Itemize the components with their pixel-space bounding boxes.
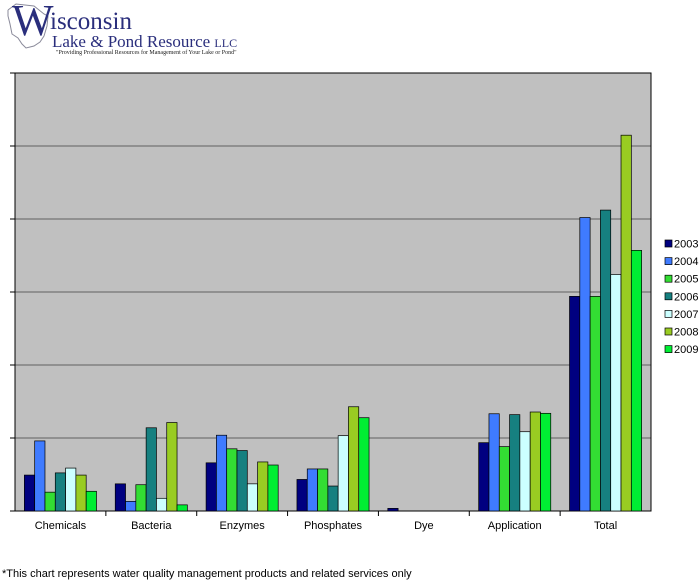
logo-name-line2: Lake & Pond Resource LLC <box>52 33 237 50</box>
bar-2007-total <box>610 274 622 512</box>
bar-2009-enzymes <box>267 464 279 512</box>
bar-2006-chemicals <box>54 472 66 512</box>
legend-swatch-2007 <box>664 310 673 318</box>
bar-2006-application <box>509 414 521 512</box>
bar-2003-total <box>569 296 581 512</box>
legend-swatch-2003 <box>664 239 673 248</box>
bar-2004-phosphates <box>306 468 318 512</box>
bar-2007-bacteria <box>156 497 168 512</box>
logo-name-text: Lake & Pond Resource <box>52 32 211 51</box>
bar-2003-application <box>478 442 490 512</box>
bar-2006-bacteria <box>145 427 157 512</box>
logo-name-line1: isconsin <box>50 8 132 35</box>
bar-2003-dye <box>387 508 399 512</box>
bar-2005-phosphates <box>317 468 329 512</box>
bar-2007-chemicals <box>65 467 77 512</box>
legend-label-2004: 2004 <box>674 256 698 268</box>
bar-2003-phosphates <box>296 479 308 512</box>
x-tick-label: Application <box>488 520 542 532</box>
bar-2008-application <box>529 411 541 512</box>
bar-2003-enzymes <box>205 462 217 512</box>
bar-2009-chemicals <box>85 490 97 512</box>
x-tick-label: Enzymes <box>220 520 266 532</box>
x-tick-label: Phosphates <box>304 520 363 532</box>
bar-2004-chemicals <box>34 440 46 512</box>
bar-2007-enzymes <box>246 483 258 512</box>
bar-2009-phosphates <box>358 417 370 512</box>
bar-2008-enzymes <box>257 461 269 512</box>
bar-2007-application <box>519 431 531 512</box>
bar-2009-bacteria <box>176 504 188 512</box>
logo-tagline: "Providing Professional Resources for Ma… <box>56 50 237 56</box>
x-tick-label: Dye <box>414 520 434 532</box>
bar-chart: Chemicals Bacteria Enzymes Phosphates Dye App… <box>10 72 698 532</box>
footnote: *This chart represents water quality man… <box>2 568 412 580</box>
bar-2008-total <box>620 134 632 512</box>
legend-swatch-2009 <box>664 345 673 353</box>
legend-swatch-2008 <box>664 327 673 336</box>
x-tick-label: Total <box>594 520 617 532</box>
bar-2003-chemicals <box>24 474 36 512</box>
x-tick-label: Bacteria <box>131 520 172 532</box>
bar-2003-bacteria <box>114 483 126 512</box>
logo-letter: W <box>12 0 54 45</box>
bar-2009-total <box>630 250 642 512</box>
bar-2005-total <box>589 296 601 512</box>
legend-label-2003: 2003 <box>674 239 698 251</box>
bar-2009-application <box>540 412 552 512</box>
bar-2004-enzymes <box>216 434 228 512</box>
legend-swatch-2005 <box>664 274 673 283</box>
legend-label-2007: 2007 <box>674 309 698 321</box>
bar-2005-application <box>498 446 510 512</box>
legend-label-2006: 2006 <box>674 291 698 303</box>
bar-2008-chemicals <box>75 474 87 512</box>
legend-swatch-2004 <box>664 257 673 265</box>
bar-2005-enzymes <box>226 448 238 512</box>
legend-swatch-2006 <box>664 292 673 301</box>
legend-label-2008: 2008 <box>674 327 698 339</box>
bar-2008-phosphates <box>348 406 360 512</box>
legend-label-2005: 2005 <box>674 274 698 286</box>
legend-label-2009: 2009 <box>674 344 698 356</box>
bar-2006-enzymes <box>236 450 248 512</box>
bar-2004-total <box>579 217 591 512</box>
bar-2006-total <box>600 209 612 512</box>
bar-2004-application <box>488 413 500 512</box>
bar-2006-phosphates <box>327 485 339 512</box>
bar-2005-bacteria <box>135 484 147 512</box>
logo-suffix: LLC <box>214 36 238 50</box>
bar-2005-chemicals <box>44 491 56 512</box>
bar-2004-bacteria <box>125 501 137 512</box>
x-tick-label: Chemicals <box>35 520 87 532</box>
company-logo: W isconsin Lake & Pond Resource LLC "Pro… <box>4 0 254 60</box>
bar-2008-bacteria <box>166 422 178 512</box>
wisconsin-map-icon <box>7 3 49 49</box>
bar-2007-phosphates <box>337 435 349 512</box>
